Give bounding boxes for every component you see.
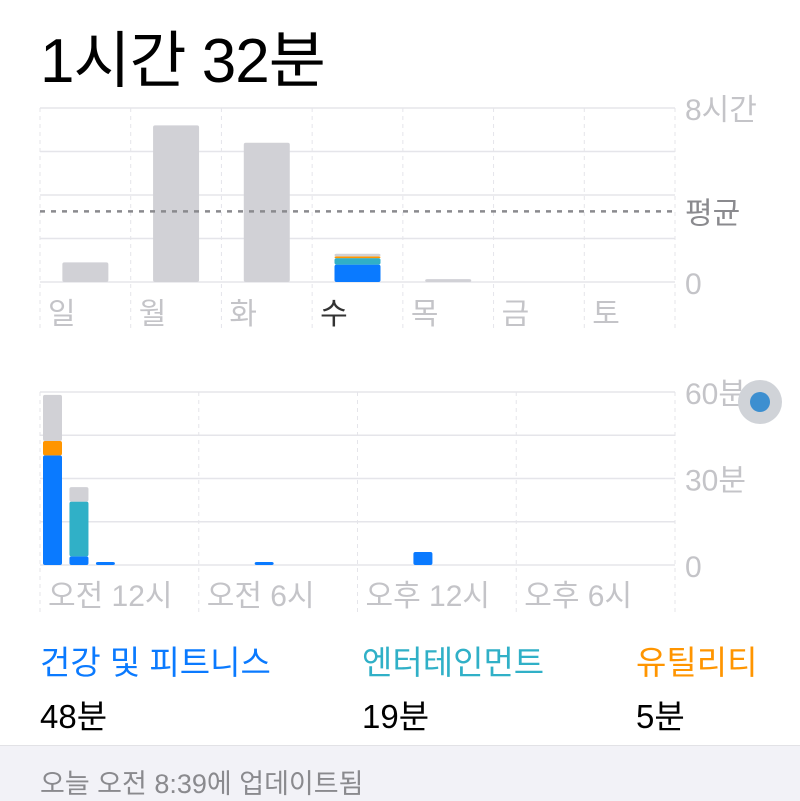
y-tick-label: 8시간	[685, 94, 757, 127]
day-label: 금	[502, 298, 530, 331]
bar-entertainment	[69, 501, 89, 557]
category-health[interactable]: 건강 및 피트니스 48분	[40, 636, 271, 738]
hourly-usage-chart[interactable]: 오전 12시 오전 6시 오후 12시 오후 6시 60분 30분 0	[0, 0, 800, 620]
category-entertainment[interactable]: 엔터테인먼트 19분	[362, 636, 544, 738]
bar-other	[69, 487, 89, 502]
bar-health	[95, 562, 115, 565]
bar-other	[243, 142, 290, 282]
bar-other	[43, 394, 62, 442]
day-label: 수	[320, 298, 348, 331]
updated-text: 오늘 오전 8:39에 업데이트됨	[40, 769, 364, 799]
bar-other	[334, 253, 381, 257]
hour-label: 오후 12시	[366, 580, 491, 613]
category-utility[interactable]: 유틸리티 5분	[636, 636, 757, 738]
bar-health	[334, 264, 381, 282]
bar-other	[425, 279, 472, 282]
bar-health	[413, 552, 433, 565]
total-screen-time: 1시간 32분	[40, 27, 326, 96]
day-label: 화	[229, 298, 257, 331]
footer: 오늘 오전 8:39에 업데이트됨	[0, 745, 800, 801]
category-name: 유틸리티	[636, 644, 758, 681]
category-name: 엔터테인먼트	[362, 644, 545, 681]
bar-entertainment	[334, 258, 381, 265]
category-time: 5분	[636, 698, 685, 735]
y-tick-label: 0	[685, 551, 702, 584]
category-time: 19분	[362, 698, 430, 735]
bar-other	[153, 125, 200, 283]
day-label: 목	[411, 298, 439, 331]
day-label: 토	[592, 298, 620, 331]
category-name: 건강 및 피트니스	[40, 644, 271, 681]
scroll-handle[interactable]	[738, 380, 782, 424]
hour-label: 오후 6시	[524, 580, 632, 613]
y-tick-label: 0	[685, 268, 702, 301]
bar-health	[69, 556, 89, 565]
hour-label: 오전 12시	[48, 580, 173, 613]
bar-other	[62, 262, 109, 282]
average-label: 평균	[685, 197, 740, 230]
day-label: 일	[48, 298, 76, 331]
category-time: 48분	[40, 698, 108, 735]
day-label: 월	[139, 298, 167, 331]
y-tick-label: 60분	[685, 378, 746, 411]
hour-label: 오전 6시	[207, 580, 315, 613]
bar-health	[43, 455, 62, 565]
bar-utility	[334, 256, 381, 259]
y-tick-label: 30분	[685, 465, 746, 498]
bar-health	[254, 562, 274, 565]
bar-utility	[43, 441, 62, 456]
